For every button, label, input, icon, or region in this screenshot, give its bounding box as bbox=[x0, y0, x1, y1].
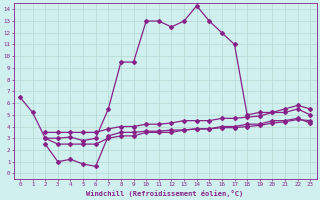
X-axis label: Windchill (Refroidissement éolien,°C): Windchill (Refroidissement éolien,°C) bbox=[86, 190, 244, 197]
